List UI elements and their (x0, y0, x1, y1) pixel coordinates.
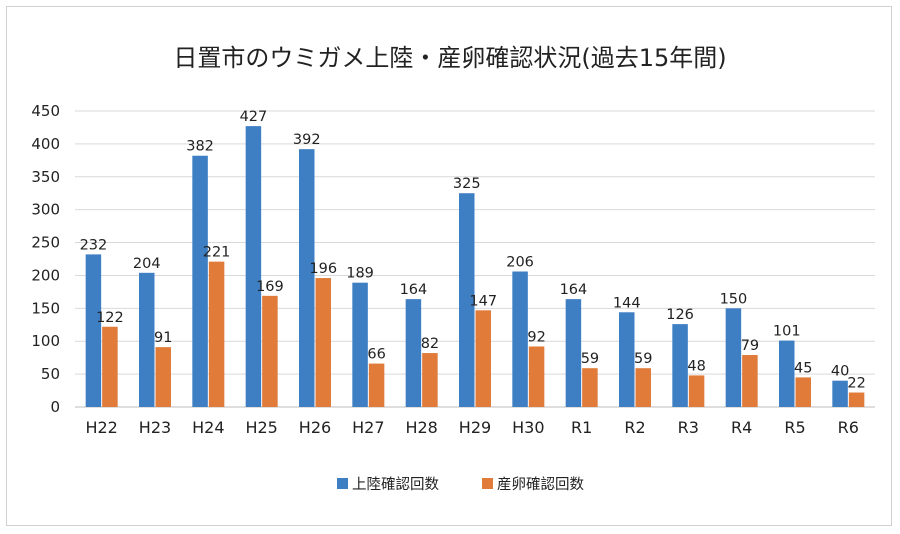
y-tick-label: 150 (31, 299, 60, 317)
x-tick-label: H23 (139, 418, 171, 437)
data-label: 150 (720, 291, 748, 307)
data-label: 45 (794, 360, 812, 376)
data-label: 91 (154, 330, 172, 346)
bar-landing (512, 271, 528, 407)
data-label: 59 (634, 351, 652, 367)
data-label: 189 (346, 266, 374, 282)
bar-landing (139, 272, 155, 407)
x-tick-label: H22 (85, 418, 117, 437)
x-tick-label: R2 (624, 418, 645, 437)
gridlines (75, 110, 875, 408)
bar-nesting (795, 377, 811, 407)
data-label: 169 (256, 279, 284, 295)
legend-label: 産卵確認回数 (497, 476, 584, 493)
bar-landing (619, 312, 635, 407)
data-label: 147 (469, 293, 497, 309)
y-tick-label: 300 (31, 201, 60, 219)
bar-landing (405, 299, 422, 407)
chart-frame (6, 6, 892, 526)
bar-nesting (208, 261, 225, 407)
y-tick-label: 400 (31, 135, 60, 153)
legend: 上陸確認回数 産卵確認回数 (337, 476, 584, 493)
x-tick-label: R3 (678, 418, 699, 437)
bar-nesting (848, 392, 865, 407)
x-tick-label: H27 (352, 418, 384, 437)
bar-landing (192, 155, 208, 407)
y-tick-label: 50 (41, 365, 60, 383)
data-label: 325 (453, 176, 481, 192)
legend-swatch (337, 478, 348, 489)
bars: 232 122 204 91 382 221 427 169 392 196 189 66 164 82 3… (80, 109, 866, 407)
y-tick-label: 350 (31, 168, 60, 186)
data-label: 196 (309, 261, 337, 277)
data-label: 122 (96, 310, 124, 326)
bar-landing (459, 193, 475, 407)
bar-nesting (475, 310, 491, 407)
x-tick-label: R1 (571, 418, 592, 437)
data-label: 144 (613, 295, 641, 311)
x-tick-label: R5 (784, 418, 805, 437)
x-tick-label: H29 (459, 418, 491, 437)
legend-swatch (482, 478, 493, 489)
data-label: 206 (506, 254, 534, 270)
data-label: 40 (831, 364, 849, 380)
bar-landing (832, 380, 848, 407)
bar-landing (779, 340, 795, 407)
data-label: 92 (527, 329, 545, 345)
y-tick-label: 200 (31, 266, 60, 284)
y-axis: 0 50 100 150 200 250 300 350 400 450 (31, 102, 60, 416)
bar-landing (672, 324, 688, 407)
bar-landing (245, 126, 262, 407)
x-tick-label: H25 (245, 418, 277, 437)
bar-nesting (528, 346, 545, 407)
data-label: 82 (421, 336, 439, 352)
data-label: 66 (367, 347, 385, 363)
data-label: 164 (400, 282, 428, 298)
data-label: 382 (186, 139, 214, 155)
bar-nesting (102, 326, 118, 407)
bar-landing (85, 254, 102, 407)
data-label: 392 (293, 132, 321, 148)
bar-nesting (155, 347, 171, 407)
bar-nesting (422, 353, 438, 407)
x-tick-label: H28 (405, 418, 437, 437)
data-label: 232 (80, 237, 108, 253)
bar-nesting (635, 368, 651, 407)
legend-label: 上陸確認回数 (352, 476, 439, 493)
bar-nesting (742, 355, 758, 407)
y-tick-label: 0 (50, 398, 60, 416)
x-tick-label: H26 (299, 418, 331, 437)
bar-landing (725, 308, 742, 407)
chart-title: 日置市のウミガメ上陸・産卵確認状況(過去15年間) (173, 44, 726, 72)
x-axis: H22 H23 H24 H25 H26 H27 H28 H29 H30 R1 R2 R3 R4 R5 R6 (85, 418, 859, 437)
bar-nesting (315, 278, 331, 407)
data-label: 126 (666, 307, 694, 323)
x-tick-label: H30 (512, 418, 544, 437)
bar-landing (352, 282, 368, 407)
bar-nesting (368, 363, 385, 407)
y-tick-label: 450 (31, 102, 60, 120)
data-label: 79 (741, 338, 759, 354)
bar-landing (565, 299, 582, 407)
data-label: 48 (687, 358, 705, 374)
x-tick-label: H24 (192, 418, 224, 437)
data-label: 221 (203, 245, 231, 261)
y-tick-label: 100 (31, 332, 60, 350)
data-label: 22 (847, 376, 865, 392)
data-label: 164 (560, 282, 588, 298)
x-tick-label: R4 (731, 418, 752, 437)
y-tick-label: 250 (31, 234, 60, 252)
data-label: 204 (133, 256, 161, 272)
x-tick-label: R6 (838, 418, 859, 437)
bar-nesting (262, 295, 278, 407)
data-label: 427 (240, 109, 268, 125)
bar-nesting (582, 368, 598, 407)
bar-nesting (688, 375, 705, 407)
data-label: 101 (773, 324, 801, 340)
data-label: 59 (581, 351, 599, 367)
bar-landing (299, 149, 315, 407)
